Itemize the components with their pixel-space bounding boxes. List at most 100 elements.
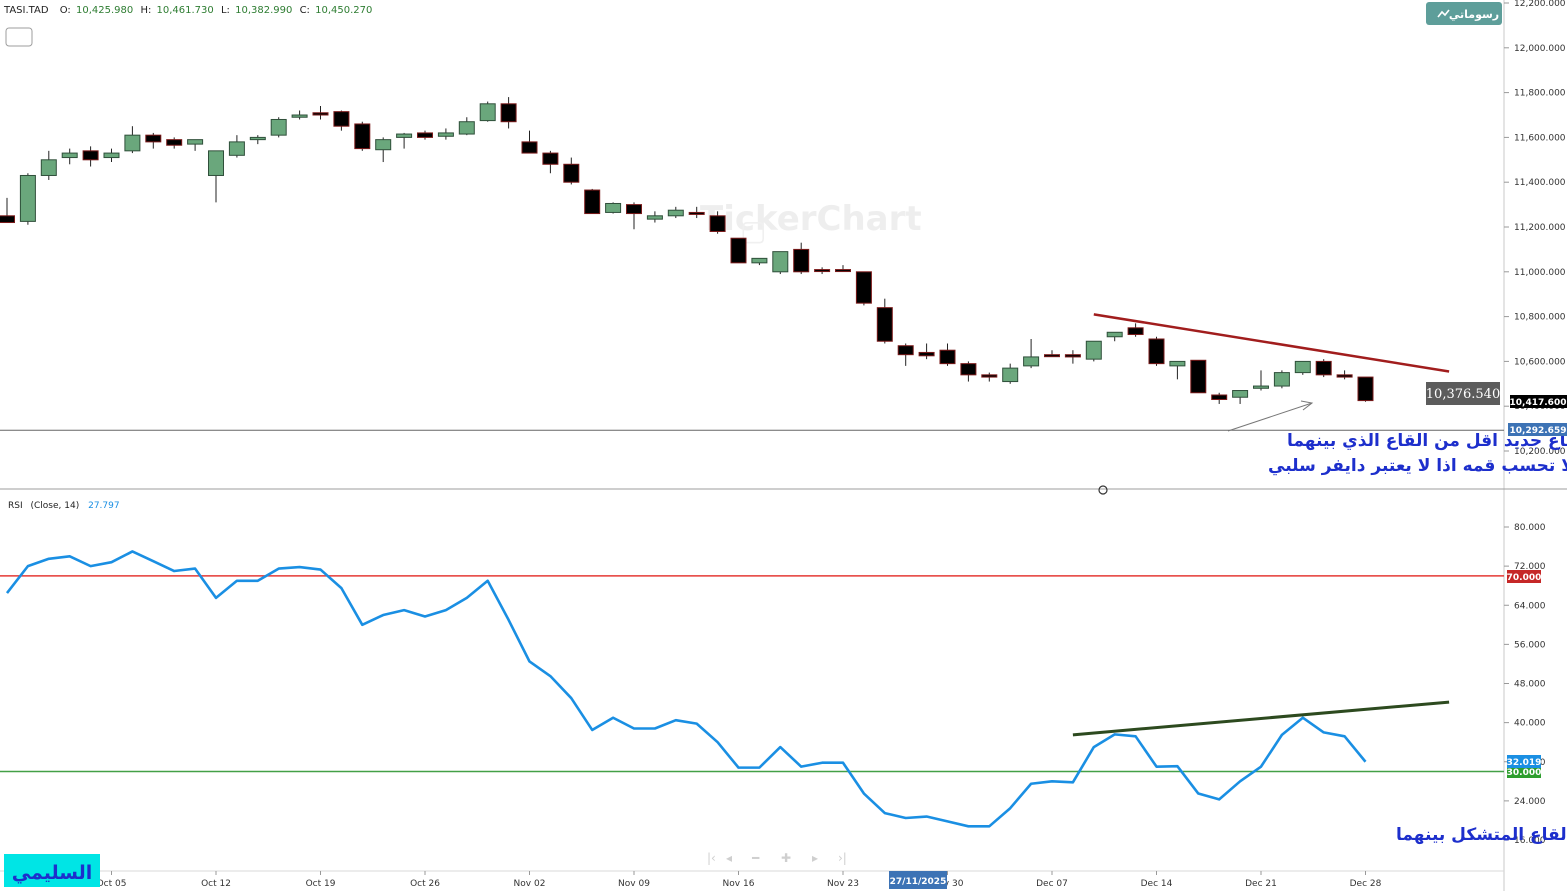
collapse-toggle-button[interactable] bbox=[5, 27, 33, 47]
brand-button[interactable]: رسوماتي bbox=[1426, 2, 1502, 25]
candle-body bbox=[897, 345, 914, 356]
zoom-in-icon[interactable]: ✚ bbox=[781, 851, 791, 865]
candle-body bbox=[1106, 331, 1123, 338]
candle-body bbox=[354, 123, 371, 150]
candle-body bbox=[918, 351, 935, 357]
candle-body bbox=[333, 111, 350, 127]
rsi-params: (Close, 14) bbox=[31, 501, 80, 511]
rsi-line[interactable] bbox=[5, 550, 1367, 828]
candle-body bbox=[835, 269, 851, 273]
candle-body bbox=[1294, 360, 1311, 374]
candle-body bbox=[1273, 372, 1290, 387]
scroll-controls[interactable]: |‹ ◂ ━ ✚ ▸ ›| bbox=[707, 851, 847, 865]
symbol-label: TASI.TAD bbox=[3, 5, 49, 16]
price-trendline[interactable] bbox=[1093, 313, 1450, 373]
price-tick-label: 11,600.000 bbox=[1514, 133, 1566, 143]
candle-body bbox=[1211, 394, 1228, 400]
candle-body bbox=[814, 269, 831, 273]
x-tick-label: Dec 14 bbox=[1141, 879, 1173, 889]
candle-body bbox=[1190, 359, 1207, 394]
rsi-value: 27.797 bbox=[88, 501, 120, 511]
candle-body bbox=[584, 189, 601, 215]
candle-body bbox=[312, 112, 329, 116]
x-axis: Oct 05 Oct 12 Oct 19 Oct 26 Nov 02 Nov 09 Nov … bbox=[97, 871, 1382, 889]
candle-body bbox=[542, 152, 559, 165]
scroll-start-icon[interactable]: |‹ bbox=[707, 851, 716, 865]
candle-body bbox=[187, 139, 204, 145]
candle-body bbox=[1253, 385, 1269, 389]
x-tick-label: Oct 12 bbox=[201, 879, 231, 889]
rsi-header: RSI (Close, 14) 27.797 bbox=[8, 501, 120, 511]
candle-body bbox=[876, 307, 893, 342]
candle-body bbox=[605, 202, 622, 213]
candle-body bbox=[19, 174, 36, 222]
price-tick-label: 11,200.000 bbox=[1514, 223, 1566, 233]
annotation-arrow[interactable] bbox=[1227, 402, 1313, 432]
candle-body bbox=[458, 121, 475, 135]
zoom-out-icon[interactable]: ━ bbox=[751, 851, 760, 865]
crosshair-date: 27/11/2025 bbox=[890, 877, 947, 887]
candle-body bbox=[667, 209, 684, 217]
rsi-tick-label: 16.000 bbox=[1514, 836, 1546, 846]
close-value: 10,450.270 bbox=[315, 5, 372, 16]
x-tick-label: Nov 02 bbox=[514, 879, 546, 889]
scroll-end-icon[interactable]: ›| bbox=[838, 851, 847, 865]
candle-body bbox=[270, 118, 287, 136]
oversold-value: 30.000 bbox=[1507, 768, 1542, 778]
x-tick-label: Nov 09 bbox=[618, 879, 650, 889]
last-price-box: 10,417.600 bbox=[1510, 395, 1567, 408]
candle-body bbox=[1127, 327, 1144, 336]
candle-body bbox=[291, 114, 308, 118]
last-price-value: 10,417.600 bbox=[1510, 398, 1567, 408]
hover-price-value: 10,376.540 bbox=[1426, 387, 1500, 402]
price-tick-label: 11,400.000 bbox=[1514, 178, 1566, 188]
candle-body bbox=[437, 132, 454, 137]
candle-body bbox=[500, 103, 517, 123]
rsi-last-value: 32.019 bbox=[1507, 758, 1542, 768]
candle-body bbox=[1357, 376, 1374, 402]
high-value: 10,461.730 bbox=[157, 5, 214, 16]
price-tick-label: 12,200.000 bbox=[1514, 0, 1566, 9]
watermark: TickerChart bbox=[700, 199, 922, 239]
price-tick-label: 11,000.000 bbox=[1514, 268, 1566, 278]
candle-body bbox=[626, 204, 642, 215]
candle-body bbox=[479, 103, 496, 122]
candle-body bbox=[981, 374, 998, 378]
price-y-axis: 10,200.00010,400.00010,600.00010,800.000… bbox=[1504, 0, 1566, 457]
candle-body bbox=[939, 349, 956, 365]
level-price-value: 10,292.659 bbox=[1510, 426, 1567, 436]
rsi-trendline[interactable] bbox=[1072, 700, 1450, 737]
price-tick-label: 11,800.000 bbox=[1514, 89, 1566, 99]
x-tick-label: Oct 19 bbox=[306, 879, 336, 889]
candle-body bbox=[103, 152, 120, 159]
candle-body bbox=[1148, 338, 1165, 365]
candle-body bbox=[249, 136, 266, 141]
candle-body bbox=[960, 363, 977, 376]
candle-body bbox=[208, 150, 224, 176]
candle-body bbox=[751, 257, 768, 264]
overbought-value: 70.000 bbox=[1507, 573, 1542, 583]
open-label: O: bbox=[60, 5, 71, 16]
arrow-head-icon bbox=[1300, 400, 1314, 411]
signature-text: السليمي bbox=[12, 862, 92, 884]
scroll-left-icon[interactable]: ◂ bbox=[726, 851, 732, 865]
candle-body bbox=[1002, 367, 1019, 383]
candles-layer bbox=[0, 97, 1374, 404]
scroll-right-icon[interactable]: ▸ bbox=[812, 851, 818, 865]
price-tick-label: 12,000.000 bbox=[1514, 44, 1566, 54]
candle-body bbox=[730, 237, 747, 264]
price-tick-label: 10,200.000 bbox=[1514, 447, 1566, 457]
signature-box: السليمي bbox=[4, 854, 100, 887]
hover-price-box: 10,376.540 bbox=[1426, 382, 1500, 405]
low-label: L: bbox=[221, 5, 230, 16]
candle-body bbox=[1044, 354, 1060, 358]
drawing-handle-icon[interactable] bbox=[1098, 485, 1108, 495]
x-tick-label: Dec 28 bbox=[1350, 879, 1382, 889]
trend-icon bbox=[1437, 9, 1450, 18]
candle-body bbox=[1336, 374, 1353, 378]
rsi-last-box: 32.019 bbox=[1507, 755, 1542, 768]
rsi-title: RSI bbox=[8, 501, 23, 511]
candle-body bbox=[688, 211, 705, 215]
